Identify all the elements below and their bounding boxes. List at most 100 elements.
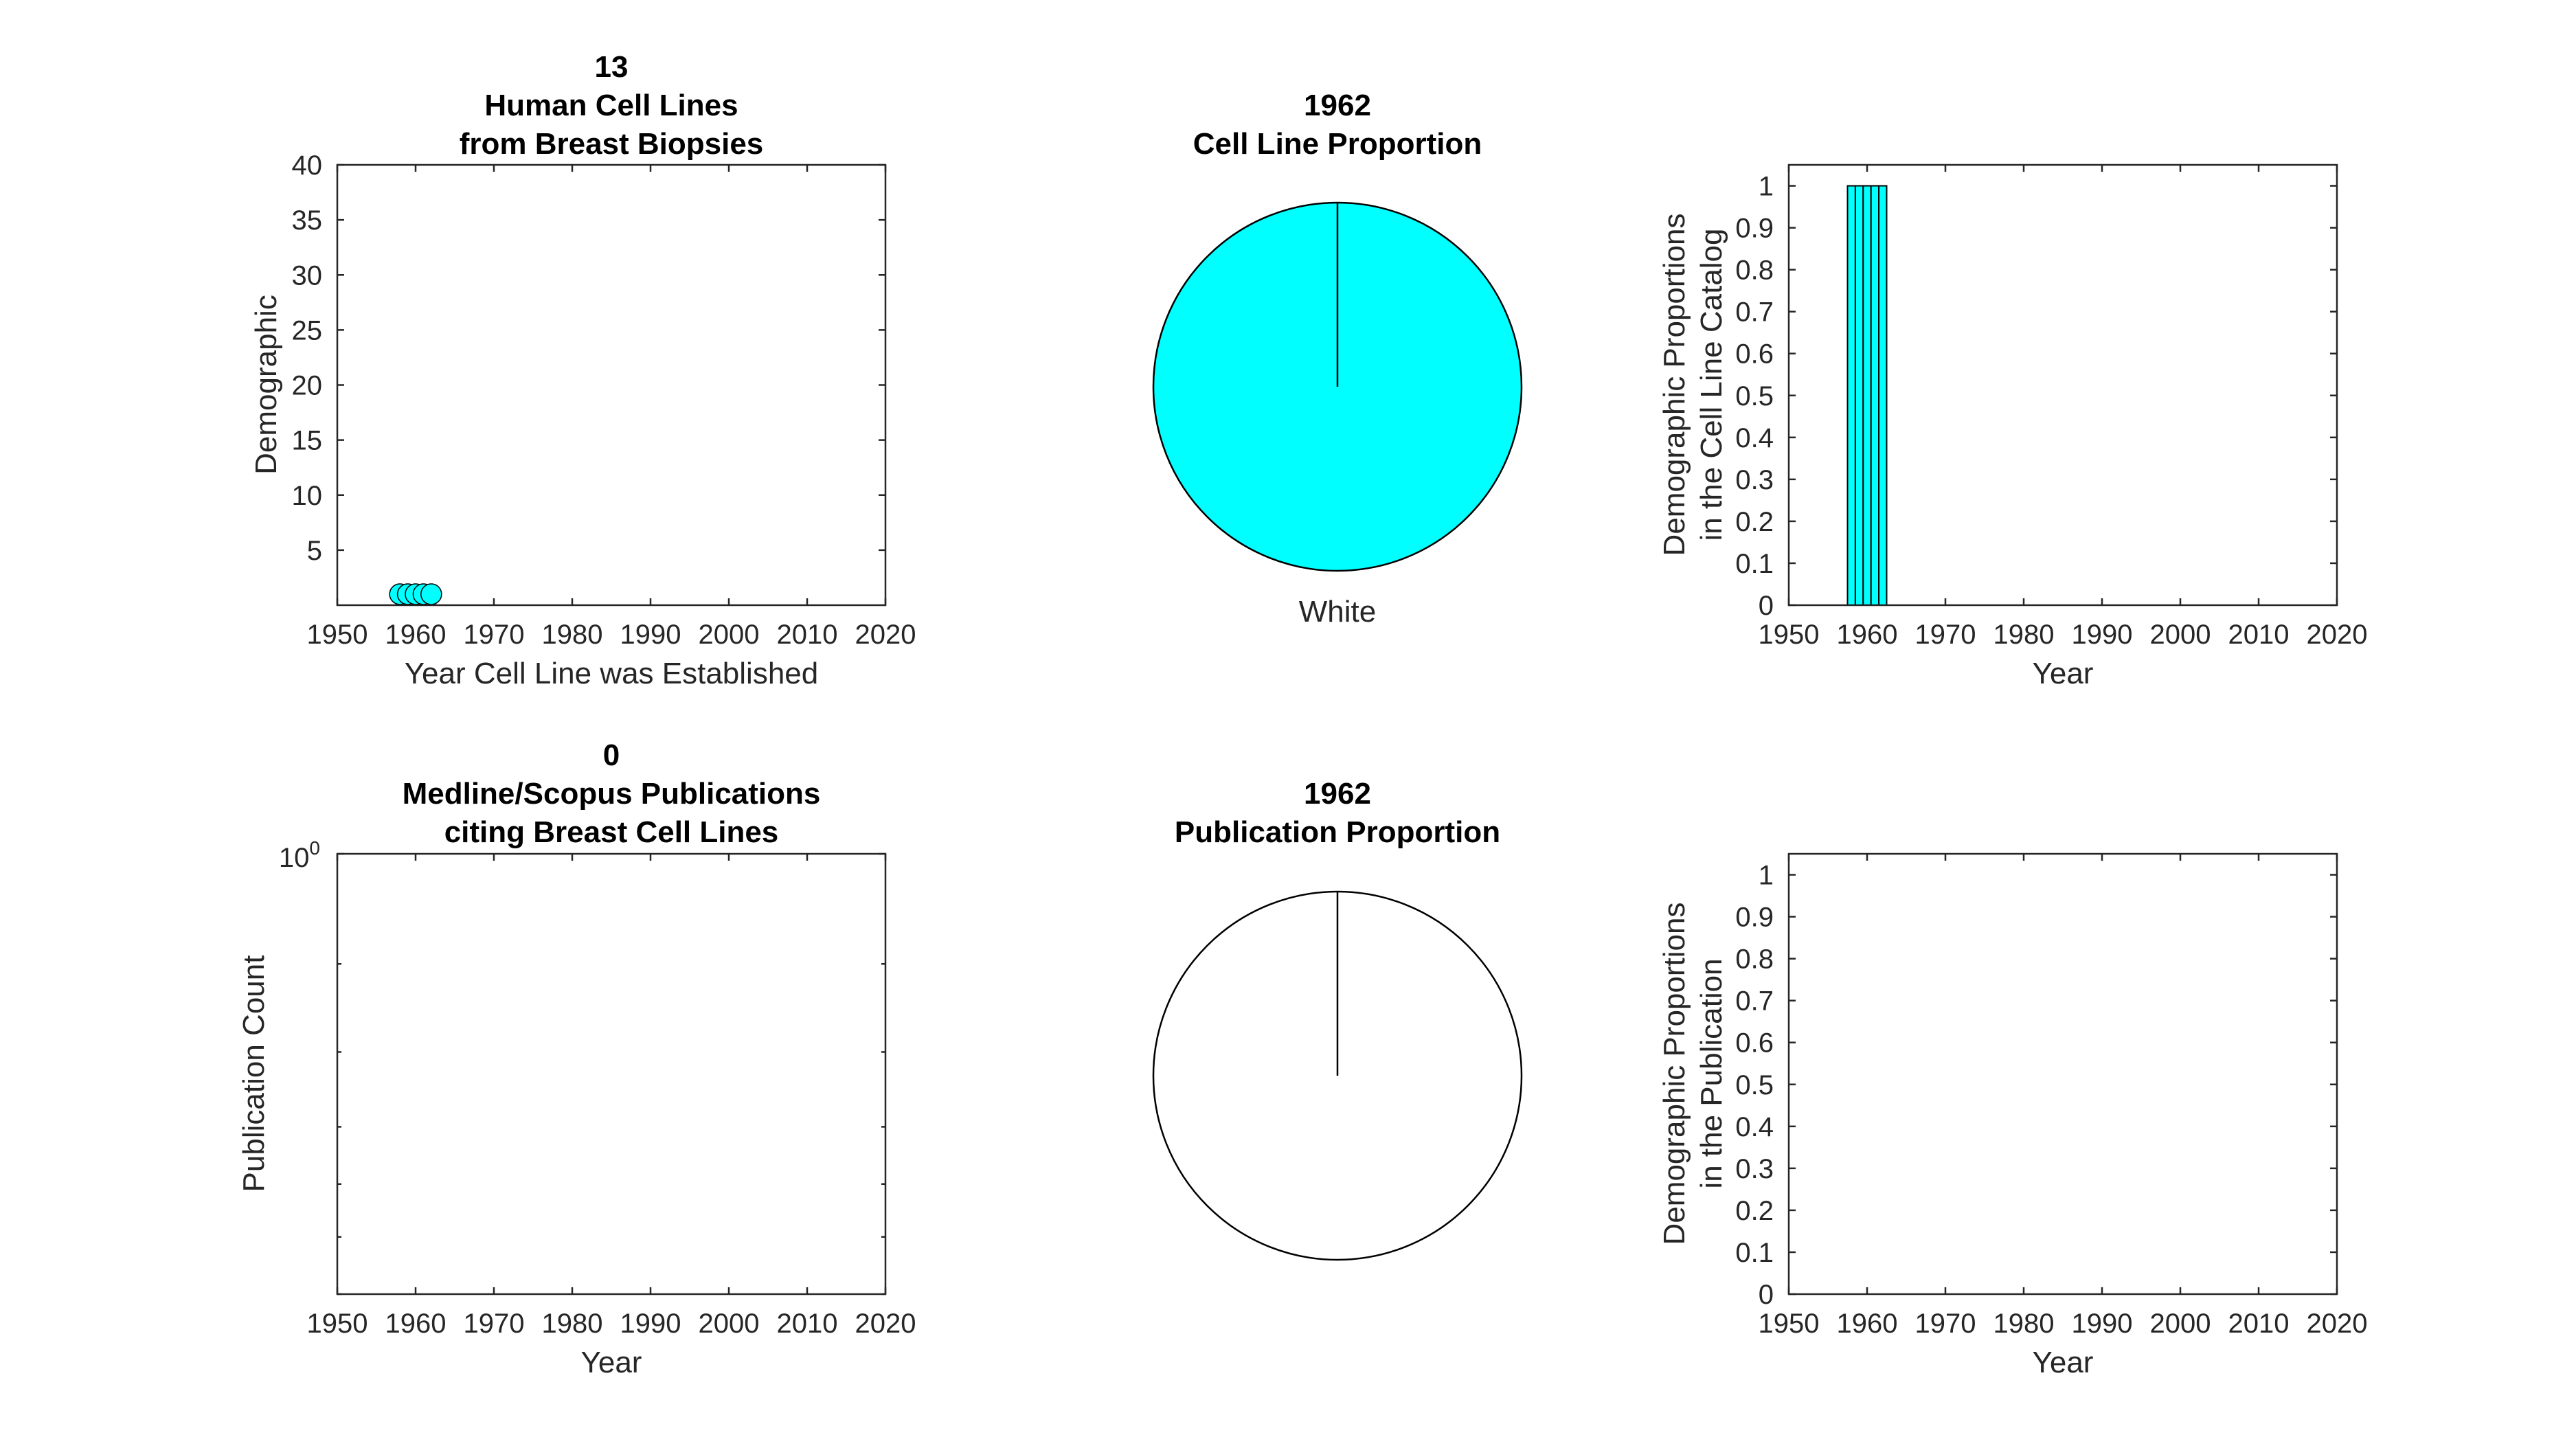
y-axis-label-line: Demographic Proportions bbox=[1658, 214, 1691, 556]
x-tick-label: 1980 bbox=[542, 620, 603, 650]
scatter-point bbox=[420, 583, 442, 605]
x-tick-label: 1990 bbox=[2072, 1309, 2133, 1339]
x-tick-label: 1960 bbox=[385, 1309, 447, 1339]
plot-frame bbox=[1787, 852, 2338, 1296]
y-tick-label: 10 bbox=[292, 481, 323, 511]
cell-lines-scatter-chart: 13 Human Cell Lines from Breast Biopsies… bbox=[249, 50, 916, 690]
y-axis-label-line: in the Cell Line Catalog bbox=[1695, 229, 1728, 541]
y-tick-label: 0.8 bbox=[1735, 256, 1774, 286]
x-tick-label: 2020 bbox=[2307, 620, 2368, 650]
x-tick-label: 1990 bbox=[620, 1309, 681, 1339]
y-axis-label: Publication Count bbox=[237, 955, 271, 1192]
x-tick-label: 2000 bbox=[2150, 620, 2211, 650]
y-tick-label: 0.4 bbox=[1735, 423, 1774, 453]
chart-title-line: 0 bbox=[603, 738, 620, 772]
y-axis-label: Demographic bbox=[249, 295, 283, 475]
x-tick-label: 1970 bbox=[464, 1309, 525, 1339]
x-tick-label: 1950 bbox=[1759, 620, 1820, 650]
x-axis-label: Year bbox=[581, 1346, 642, 1379]
plot-frame bbox=[336, 163, 887, 607]
y-tick-label: 40 bbox=[292, 150, 323, 181]
y-tick-label: 1 bbox=[1759, 861, 1774, 891]
chart-title-line: Medline/Scopus Publications bbox=[403, 777, 821, 811]
x-tick-label: 1960 bbox=[385, 620, 447, 650]
x-tick-label: 1950 bbox=[307, 1309, 368, 1339]
x-tick-label: 1990 bbox=[620, 620, 681, 650]
y-tick-label: 1 bbox=[1759, 172, 1774, 202]
y-tick-label: 35 bbox=[292, 205, 323, 236]
x-tick-label: 2000 bbox=[699, 620, 760, 650]
bar bbox=[1862, 185, 1872, 606]
y-tick-label: 0 bbox=[1759, 591, 1774, 621]
chart-title-line: Human Cell Lines bbox=[484, 89, 738, 122]
x-axis-label: Year bbox=[2033, 1346, 2094, 1379]
chart-title-line: citing Breast Cell Lines bbox=[444, 815, 779, 849]
bar bbox=[1846, 185, 1856, 606]
y-tick-label: 0.1 bbox=[1735, 549, 1774, 579]
y-tick-label: 0.7 bbox=[1735, 986, 1774, 1017]
y-axis-label-line: in the Publication bbox=[1695, 958, 1728, 1188]
bar bbox=[1870, 185, 1880, 606]
y-tick-label: 0.8 bbox=[1735, 944, 1774, 975]
y-tick-label: 0 bbox=[1759, 1280, 1774, 1310]
y-tick-label: 0.6 bbox=[1735, 1028, 1774, 1059]
y-tick-label: 5 bbox=[307, 536, 322, 566]
x-axis-label: Year bbox=[2033, 657, 2094, 690]
chart-title-line: Cell Line Proportion bbox=[1193, 127, 1482, 161]
y-axis-label-line: Demographic Proportions bbox=[1658, 903, 1691, 1245]
x-tick-label: 2010 bbox=[777, 1309, 838, 1339]
x-tick-label: 1980 bbox=[1993, 1309, 2055, 1339]
x-tick-label: 1960 bbox=[1837, 620, 1898, 650]
x-tick-label: 2010 bbox=[777, 620, 838, 650]
y-tick-label: 0.3 bbox=[1735, 1154, 1774, 1184]
x-tick-label: 1970 bbox=[464, 620, 525, 650]
plot-frame bbox=[336, 852, 887, 1296]
x-tick-label: 2020 bbox=[855, 1309, 916, 1339]
x-tick-label: 1980 bbox=[1993, 620, 2055, 650]
y-tick-label: 0.6 bbox=[1735, 339, 1774, 370]
chart-title-line: 1962 bbox=[1304, 89, 1371, 122]
y-tick-label: 0.4 bbox=[1735, 1112, 1774, 1142]
publication-proportion-pie-chart: 1962 Publication Proportion bbox=[1152, 777, 1523, 1261]
bar bbox=[1878, 185, 1888, 606]
x-tick-label: 1950 bbox=[307, 620, 368, 650]
y-tick-label: 0.1 bbox=[1735, 1238, 1774, 1268]
y-tick-label: 20 bbox=[292, 371, 323, 401]
y-tick-label: 0.2 bbox=[1735, 507, 1774, 537]
y-tick-label: 0.2 bbox=[1735, 1196, 1774, 1226]
x-tick-label: 1970 bbox=[1915, 620, 1976, 650]
y-tick-label: 100 bbox=[279, 837, 320, 873]
chart-title-line: Publication Proportion bbox=[1175, 815, 1500, 849]
y-tick-label: 25 bbox=[292, 315, 323, 346]
y-tick-label: 0.9 bbox=[1735, 903, 1774, 933]
y-tick-label: 30 bbox=[292, 260, 323, 291]
y-tick-label: 0.7 bbox=[1735, 297, 1774, 328]
x-tick-label: 2020 bbox=[2307, 1309, 2368, 1339]
x-tick-label: 2000 bbox=[699, 1309, 760, 1339]
x-tick-label: 2020 bbox=[855, 620, 916, 650]
x-tick-label: 1990 bbox=[2072, 620, 2133, 650]
x-tick-label: 1980 bbox=[542, 1309, 603, 1339]
bar bbox=[1854, 185, 1864, 606]
y-tick-label: 15 bbox=[292, 426, 323, 456]
catalog-proportions-bar-chart: 1950 1960 1970 1980 1990 2000 2010 2020 0 0.1 0.2 0… bbox=[1658, 163, 2368, 690]
x-tick-label: 1950 bbox=[1759, 1309, 1820, 1339]
x-tick-label: 1970 bbox=[1915, 1309, 1976, 1339]
y-tick-label: 0.9 bbox=[1735, 214, 1774, 244]
x-tick-label: 2000 bbox=[2150, 1309, 2211, 1339]
x-tick-label: 1960 bbox=[1837, 1309, 1898, 1339]
chart-title-line: 1962 bbox=[1304, 777, 1371, 811]
chart-title-line: from Breast Biopsies bbox=[460, 127, 764, 161]
publication-proportions-bar-chart: 1950 1960 1970 1980 1990 2000 2010 2020 0 0.1 0.2 0… bbox=[1658, 852, 2368, 1379]
chart-title-line: 13 bbox=[595, 50, 629, 84]
y-tick-label: 0.3 bbox=[1735, 465, 1774, 495]
y-tick-label: 0.5 bbox=[1735, 1070, 1774, 1100]
x-tick-label: 2010 bbox=[2228, 1309, 2290, 1339]
plot-frame bbox=[1787, 163, 2338, 607]
publications-log-chart: 0 Medline/Scopus Publications citing Bre… bbox=[237, 738, 916, 1379]
x-tick-label: 2010 bbox=[2228, 620, 2290, 650]
x-axis-label: Year Cell Line was Established bbox=[405, 657, 819, 690]
y-tick-label: 0.5 bbox=[1735, 381, 1774, 411]
cell-line-proportion-pie-chart: 1962 Cell Line Proportion White bbox=[1152, 89, 1523, 629]
